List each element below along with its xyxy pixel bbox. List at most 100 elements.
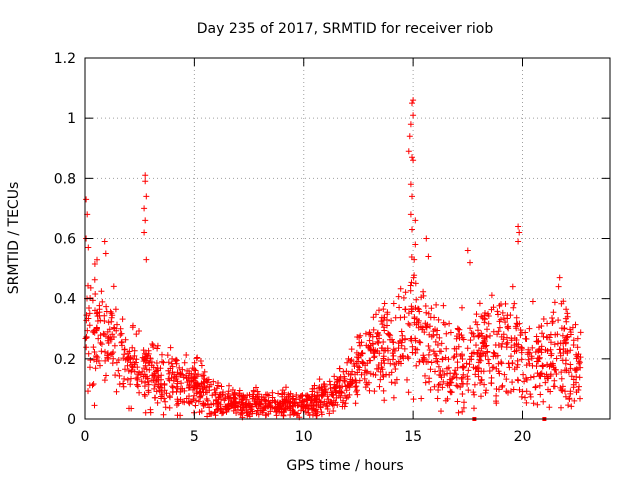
data-point bbox=[361, 375, 368, 382]
data-point bbox=[464, 376, 471, 383]
data-point bbox=[376, 332, 383, 339]
data-point bbox=[174, 378, 181, 385]
data-point bbox=[415, 324, 422, 331]
data-point bbox=[120, 383, 127, 390]
data-point bbox=[565, 369, 572, 376]
data-point bbox=[567, 390, 574, 397]
data-point bbox=[108, 318, 115, 325]
data-point bbox=[504, 324, 511, 331]
data-point bbox=[536, 382, 543, 389]
data-point bbox=[481, 335, 487, 342]
data-point bbox=[425, 310, 432, 317]
data-point bbox=[374, 338, 381, 345]
data-point bbox=[435, 382, 442, 388]
data-point bbox=[372, 372, 379, 378]
data-point bbox=[357, 332, 364, 339]
data-point bbox=[410, 396, 417, 403]
data-point bbox=[575, 387, 582, 393]
data-point bbox=[170, 384, 176, 391]
data-point bbox=[192, 367, 199, 374]
data-point bbox=[455, 409, 462, 416]
data-point bbox=[477, 380, 484, 386]
data-point bbox=[428, 359, 435, 366]
data-point bbox=[285, 391, 292, 398]
data-point bbox=[482, 338, 488, 345]
data-point bbox=[381, 397, 388, 404]
data-point bbox=[304, 397, 311, 403]
data-point bbox=[148, 362, 155, 369]
data-point bbox=[176, 364, 183, 371]
data-point bbox=[133, 331, 140, 338]
data-point bbox=[140, 347, 147, 354]
data-point bbox=[321, 389, 328, 396]
data-point bbox=[360, 359, 367, 366]
data-point bbox=[113, 388, 120, 395]
data-point bbox=[173, 373, 180, 380]
x-axis-label: GPS time / hours bbox=[286, 458, 403, 474]
data-point bbox=[326, 378, 333, 385]
data-point bbox=[551, 299, 558, 306]
data-point bbox=[283, 384, 289, 391]
data-point bbox=[548, 339, 554, 346]
data-point bbox=[574, 344, 581, 351]
data-point bbox=[422, 320, 429, 327]
data-point bbox=[509, 379, 516, 386]
data-point bbox=[345, 370, 352, 377]
data-point bbox=[412, 335, 419, 342]
data-point bbox=[536, 354, 543, 361]
data-point bbox=[191, 392, 197, 399]
data-point bbox=[562, 360, 569, 367]
data-point bbox=[225, 388, 232, 395]
data-point bbox=[104, 328, 111, 335]
data-point bbox=[159, 351, 165, 358]
data-point bbox=[438, 408, 444, 415]
data-point bbox=[109, 312, 116, 319]
data-point bbox=[250, 388, 257, 395]
data-point bbox=[558, 404, 564, 411]
data-point bbox=[154, 399, 161, 406]
data-point bbox=[173, 383, 180, 390]
data-point bbox=[570, 376, 577, 383]
data-point bbox=[174, 412, 181, 419]
data-point bbox=[410, 97, 417, 104]
data-point bbox=[279, 391, 286, 397]
data-point bbox=[287, 412, 294, 418]
data-point bbox=[97, 339, 104, 346]
data-point bbox=[408, 306, 415, 313]
data-point bbox=[341, 403, 348, 410]
data-point bbox=[427, 366, 434, 373]
data-point bbox=[375, 340, 382, 346]
data-point bbox=[461, 399, 467, 406]
data-point bbox=[85, 350, 92, 357]
data-point bbox=[496, 370, 503, 377]
data-point bbox=[157, 365, 164, 372]
data-point bbox=[422, 303, 429, 309]
data-point bbox=[103, 303, 110, 310]
data-point bbox=[269, 394, 276, 401]
data-point bbox=[495, 311, 501, 318]
data-point bbox=[433, 355, 440, 362]
data-point bbox=[459, 304, 465, 311]
data-point bbox=[90, 381, 97, 387]
data-point bbox=[547, 388, 554, 395]
data-point bbox=[418, 395, 425, 402]
data-point bbox=[458, 380, 465, 387]
data-point bbox=[564, 350, 571, 356]
data-point bbox=[484, 349, 491, 356]
data-point bbox=[426, 375, 433, 382]
data-point bbox=[490, 328, 497, 335]
data-point bbox=[136, 389, 143, 396]
data-point bbox=[380, 306, 387, 313]
data-point bbox=[486, 368, 493, 374]
data-point bbox=[181, 387, 188, 394]
data-point bbox=[474, 364, 481, 371]
data-point bbox=[490, 353, 497, 360]
data-point bbox=[124, 362, 131, 369]
data-point bbox=[86, 322, 93, 329]
data-point bbox=[567, 331, 574, 338]
data-point bbox=[390, 300, 397, 307]
data-point bbox=[104, 350, 111, 357]
data-point bbox=[342, 392, 348, 399]
data-point bbox=[141, 205, 148, 212]
data-point bbox=[475, 347, 482, 354]
